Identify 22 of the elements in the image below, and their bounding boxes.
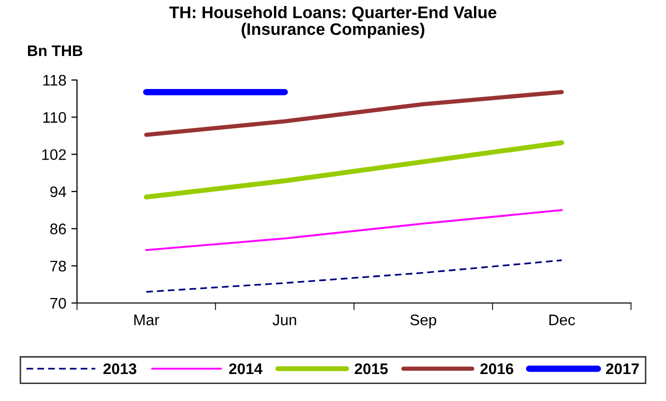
x-tick-label: Jun — [272, 314, 296, 326]
x-tick-label: Mar — [134, 314, 160, 326]
y-tick-label: 102 — [42, 149, 66, 160]
x-tick-label: Sep — [410, 314, 436, 328]
chart-title: TH: Household Loans: Quarter-End Value (Insurance Companies) — [169, 6, 496, 38]
line-series — [144, 140, 564, 200]
legend-label: 2014 — [229, 363, 262, 374]
legend-label: 2016 — [480, 363, 514, 374]
line-series — [144, 90, 564, 137]
y-tick-label: 86 — [50, 224, 66, 234]
y-axis-title: Bn THB — [28, 45, 82, 56]
y-tick-label: 118 — [43, 74, 66, 86]
line-series — [145, 259, 563, 293]
legend-label: 2013 — [103, 363, 136, 374]
y-tick-label: 110 — [43, 112, 66, 123]
line-series — [145, 209, 563, 252]
legend-label: 2015 — [354, 363, 388, 374]
x-tick-label: Dec — [549, 314, 575, 326]
y-tick-label: 70 — [50, 298, 66, 309]
legend-label: 2017 — [606, 363, 639, 374]
y-tick-label: 78 — [50, 260, 66, 272]
y-tick-label: 94 — [50, 186, 66, 198]
